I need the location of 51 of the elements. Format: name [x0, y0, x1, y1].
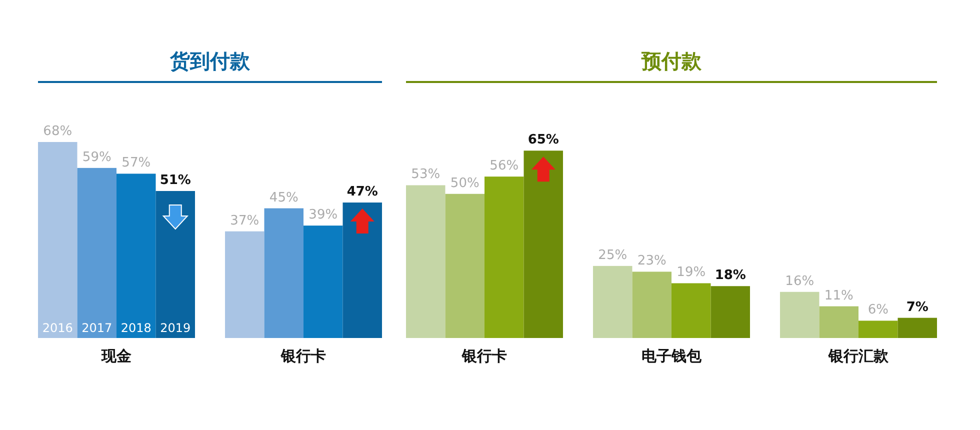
x-tick-label: 银行卡 — [280, 347, 326, 365]
bar — [819, 306, 858, 338]
bar — [780, 292, 820, 338]
data-label: 68% — [43, 124, 72, 139]
bar — [304, 226, 343, 338]
data-label: 16% — [785, 274, 814, 289]
data-label: 47% — [346, 184, 378, 200]
series-label: 2017 — [82, 321, 112, 335]
x-tick-label: 银行卡 — [461, 347, 507, 365]
data-label: 25% — [598, 248, 628, 263]
data-label: 18% — [714, 268, 746, 284]
bar — [445, 194, 484, 338]
bar — [38, 142, 78, 338]
bar — [225, 231, 264, 338]
bar — [342, 202, 382, 338]
bar — [524, 150, 563, 338]
bar — [484, 176, 524, 338]
bar — [406, 185, 446, 338]
data-label: 56% — [490, 158, 519, 174]
data-label: 23% — [637, 254, 666, 269]
bar — [672, 283, 711, 338]
data-label: 6% — [868, 302, 888, 318]
x-tick-label: 电子钱包 — [642, 347, 702, 365]
series-label: 2018 — [120, 321, 152, 335]
data-label: 57% — [122, 156, 151, 171]
data-label: 11% — [824, 288, 854, 304]
bar — [77, 168, 116, 338]
data-label: 50% — [450, 176, 480, 191]
data-label: 19% — [676, 265, 706, 280]
data-label: 45% — [269, 190, 298, 206]
data-label: 53% — [411, 167, 440, 182]
series-label: 2016 — [42, 321, 73, 335]
bar — [593, 266, 632, 338]
bar — [858, 320, 898, 338]
bar — [898, 318, 937, 338]
data-label: 65% — [528, 132, 559, 148]
data-label: 7% — [906, 300, 928, 315]
data-label: 39% — [308, 208, 338, 223]
x-tick-label: 银行汇款 — [828, 347, 890, 365]
chart-title: 货到付款 — [169, 49, 251, 73]
bar — [116, 174, 156, 338]
bar — [710, 286, 750, 338]
series-label: 2019 — [160, 321, 191, 335]
data-label: 51% — [160, 173, 191, 188]
bar — [156, 191, 195, 338]
x-tick-label: 现金 — [100, 347, 132, 365]
data-label: 59% — [82, 150, 112, 165]
chart-title: 预付款 — [640, 49, 702, 73]
data-label: 37% — [230, 213, 260, 228]
bar — [264, 208, 304, 338]
bar — [632, 272, 672, 338]
